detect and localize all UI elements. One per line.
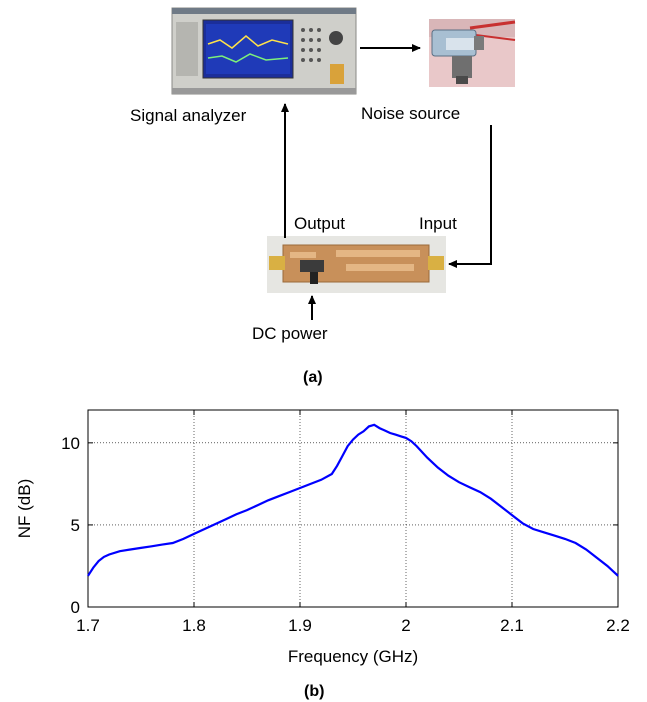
input-label: Input (419, 214, 457, 233)
x-axis-label: Frequency (GHz) (288, 647, 418, 666)
x-tick-label: 1.7 (76, 616, 100, 635)
noise-source-label: Noise source (361, 104, 461, 123)
y-tick-label: 5 (71, 516, 80, 535)
x-tick-label: 1.8 (182, 616, 206, 635)
chart-plot-area (87, 409, 619, 608)
x-tick-label: 2.1 (500, 616, 524, 635)
noise-source-image (429, 19, 516, 87)
nf-chart: 1.7 1.8 1.9 2 2.1 2.2 0 5 10 Frequency (GHz) NF … (15, 409, 630, 666)
signal-analyzer-label: Signal analyzer (130, 106, 247, 125)
dc-power-label: DC power (252, 324, 328, 343)
y-tick-label: 0 (71, 598, 80, 617)
caption-a: (a) (303, 369, 323, 386)
x-tick-label: 2.2 (606, 616, 630, 635)
chart-ticks (87, 410, 619, 608)
amplifier-pcb-image (267, 236, 446, 293)
y-axis-label: NF (dB) (15, 479, 34, 539)
setup-diagram (171, 7, 516, 320)
x-tick-label: 2 (401, 616, 410, 635)
series-line-nf (87, 423, 619, 577)
chart-grid (88, 410, 618, 607)
chart-tick-labels: 1.7 1.8 1.9 2 2.1 2.2 0 5 10 (61, 434, 630, 635)
y-tick-label: 10 (61, 434, 80, 453)
arrow-noise-to-input (448, 125, 492, 268)
x-tick-label: 1.9 (288, 616, 312, 635)
signal-analyzer-image (171, 7, 357, 95)
caption-b: (b) (304, 683, 325, 700)
output-label: Output (294, 214, 346, 233)
